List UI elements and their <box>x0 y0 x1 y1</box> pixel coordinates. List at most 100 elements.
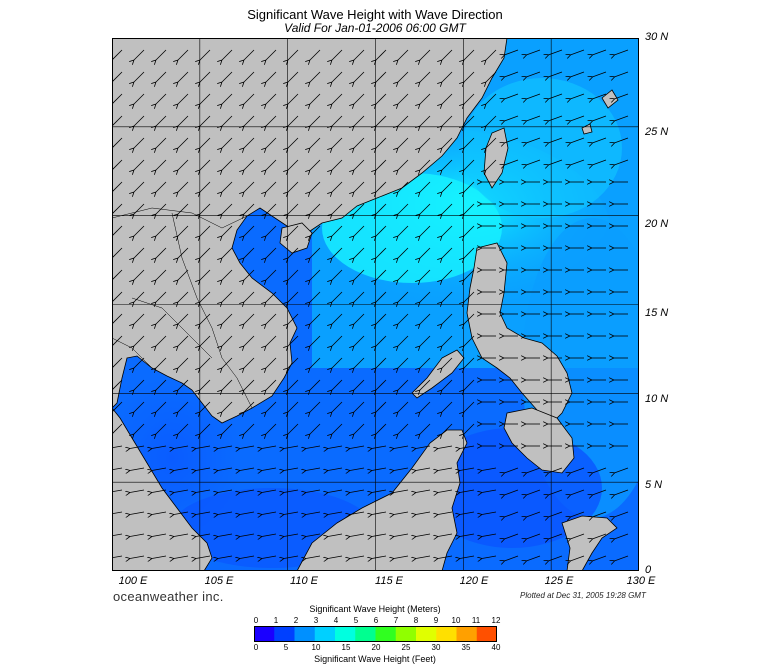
wave-arrow <box>441 225 453 237</box>
wave-arrow <box>309 181 321 193</box>
wave-arrow <box>287 159 299 171</box>
wave-arrow <box>353 93 365 105</box>
colorbar-meter-tick: 7 <box>393 616 399 625</box>
wave-arrow <box>177 225 189 237</box>
wave-arrow <box>331 203 343 215</box>
wave-arrow <box>437 467 453 471</box>
wave-arrow <box>419 137 431 149</box>
colorbar-swatch <box>314 626 336 642</box>
wave-arrow <box>441 49 453 61</box>
wave-arrow <box>331 335 343 347</box>
colorbar-swatch <box>476 626 497 642</box>
wave-arrow <box>485 93 497 105</box>
wave-arrow <box>614 533 629 539</box>
wave-arrow <box>177 115 189 127</box>
wave-arrow <box>327 467 343 471</box>
wave-arrow <box>283 511 299 515</box>
wave-arrow <box>331 115 343 127</box>
wave-arrow <box>112 71 123 83</box>
wave-arrow <box>331 71 343 83</box>
wave-arrow <box>504 115 519 121</box>
wave-arrow <box>265 159 277 171</box>
wave-arrow <box>309 159 321 171</box>
wave-arrow <box>592 489 607 495</box>
wave-arrow <box>614 489 629 495</box>
wave-arrow <box>177 269 189 281</box>
wave-arrow <box>133 49 145 61</box>
wave-arrow <box>243 247 255 259</box>
wave-arrow <box>112 203 123 215</box>
wave-arrow <box>353 247 365 259</box>
wave-arrow <box>331 225 343 237</box>
wave-arrow <box>287 115 299 127</box>
wave-arrow <box>614 71 629 77</box>
wave-arrow <box>265 401 277 413</box>
wave-arrow <box>463 291 475 303</box>
wave-arrow <box>349 467 365 471</box>
wave-arrow <box>441 93 453 105</box>
wave-arrow <box>243 93 255 105</box>
wave-arrow <box>371 533 387 537</box>
colorbar-feet-tick: 0 <box>253 643 259 652</box>
wave-arrow <box>287 269 299 281</box>
wave-arrow <box>485 49 497 61</box>
wave-arrow <box>331 269 343 281</box>
wave-arrow <box>221 181 233 193</box>
wave-arrow <box>353 71 365 83</box>
wave-arrow <box>129 489 145 493</box>
wave-arrow <box>548 489 563 495</box>
wave-arrow <box>331 423 343 435</box>
wave-arrow <box>375 71 387 83</box>
wave-arrow <box>419 93 431 105</box>
wave-arrow <box>155 291 167 303</box>
wave-arrow <box>441 313 453 325</box>
wave-arrow <box>526 467 541 473</box>
wave-arrow <box>243 159 255 171</box>
wave-arrow <box>397 93 409 105</box>
wave-arrow <box>353 379 365 391</box>
colorbar-meter-tick: 4 <box>333 616 339 625</box>
wave-arrow <box>287 247 299 259</box>
wave-arrow <box>441 137 453 149</box>
wave-arrow <box>221 93 233 105</box>
lon-label-110: 110 E <box>290 575 318 587</box>
wave-arrow <box>265 357 277 369</box>
colorbar-meter-tick: 5 <box>353 616 359 625</box>
wave-arrow <box>133 269 145 281</box>
wave-arrow <box>548 467 563 473</box>
wave-arrow <box>287 335 299 347</box>
wave-arrow <box>419 269 431 281</box>
wave-arrow <box>353 423 365 435</box>
wave-arrow <box>526 137 541 143</box>
wave-arrow <box>441 115 453 127</box>
wave-arrow <box>331 181 343 193</box>
wave-arrow <box>375 115 387 127</box>
wave-arrow <box>221 335 233 347</box>
wave-arrow <box>243 115 255 127</box>
wave-arrow <box>199 401 211 413</box>
wave-arrow <box>309 313 321 325</box>
wave-arrow <box>283 467 299 471</box>
wave-arrow <box>151 489 167 493</box>
colorbar-feet-tick: 40 <box>491 643 501 652</box>
wave-arrow <box>133 137 145 149</box>
wave-arrow <box>177 93 189 105</box>
wave-arrow <box>504 49 519 55</box>
wave-arrow <box>504 159 519 165</box>
wave-arrow <box>199 71 211 83</box>
wave-arrow <box>155 159 167 171</box>
wave-arrow <box>375 93 387 105</box>
wave-arrow <box>199 313 211 325</box>
wave-arrow <box>375 423 387 435</box>
wave-arrow <box>221 313 233 325</box>
wave-arrow <box>393 555 409 559</box>
wave-arrow <box>349 555 365 559</box>
wave-arrow <box>349 489 365 493</box>
wave-arrow <box>199 115 211 127</box>
wave-arrow <box>265 137 277 149</box>
wave-arrow <box>305 555 321 559</box>
wave-arrow <box>463 93 475 105</box>
wave-arrow <box>177 291 189 303</box>
wave-arrow <box>243 401 255 413</box>
map-frame <box>112 38 639 571</box>
